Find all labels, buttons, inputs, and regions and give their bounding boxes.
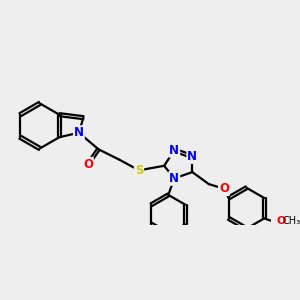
Text: O: O [83,158,93,171]
Text: S: S [135,164,143,177]
Text: N: N [74,126,84,139]
Text: CH₃: CH₃ [283,216,300,226]
Text: N: N [169,144,179,157]
Text: N: N [169,172,179,185]
Text: O: O [277,216,286,226]
Text: N: N [187,150,197,163]
Text: O: O [219,182,229,195]
